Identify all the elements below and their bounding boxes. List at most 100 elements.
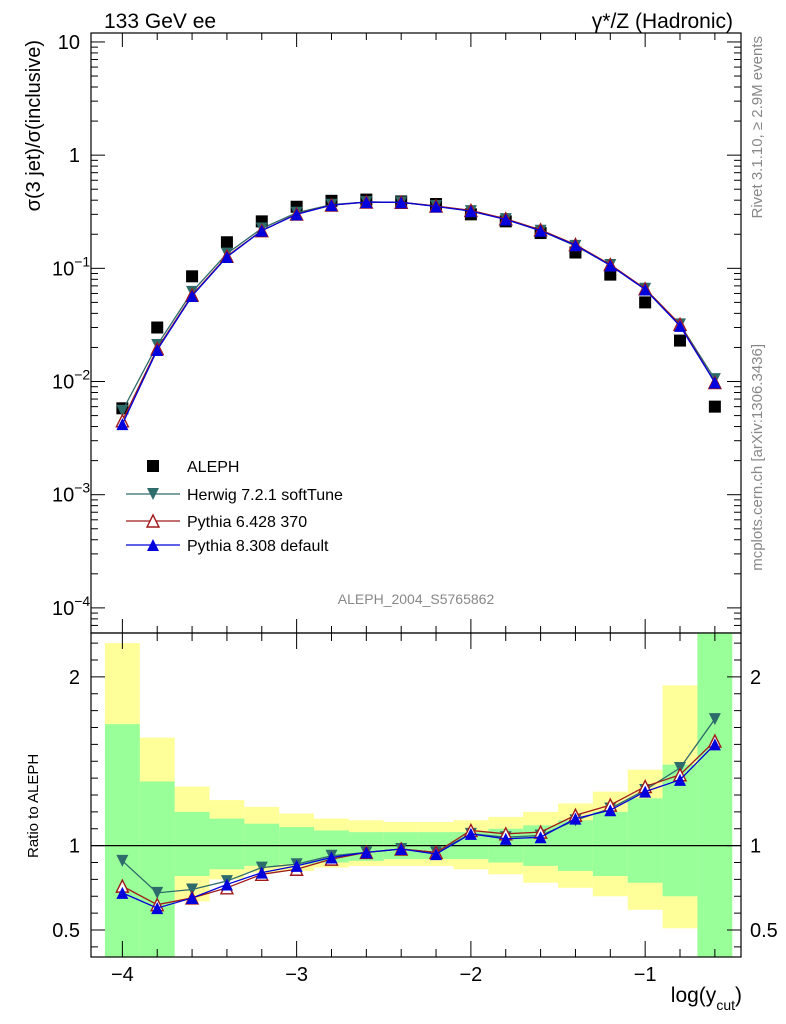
ratio-series-2 <box>116 738 721 915</box>
ratio-point <box>569 812 582 825</box>
main-panel: 10 1 10−1 10−2 10−3 10−4 <box>52 32 742 634</box>
legend-marker <box>147 488 159 500</box>
legend-entry-3: Pythia 8.308 default <box>126 538 329 555</box>
mcplots-label: mcplots.cern.ch [arXiv:1306.3436] <box>749 344 766 571</box>
data-point <box>255 224 268 237</box>
data-point <box>604 259 617 272</box>
ratio-point <box>464 827 477 840</box>
y-tick-label: 10−4 <box>52 593 90 620</box>
ratio-point <box>395 843 408 855</box>
data-point <box>151 343 164 356</box>
data-point <box>325 199 338 212</box>
legend-entry-1: Herwig 7.2.1 softTune <box>126 487 343 504</box>
band-inner <box>174 811 210 876</box>
legend-entry-0: ALEPH <box>147 459 239 476</box>
band-inner <box>244 823 280 866</box>
ratio-ylabel: Ratio to ALEPH <box>25 754 42 858</box>
ratio-point <box>639 785 652 798</box>
ratio-point <box>290 859 303 872</box>
band-inner <box>627 798 663 883</box>
data-point <box>290 208 303 221</box>
legend-entry-2: Pythia 6.428 370 <box>126 513 307 531</box>
y-tick-label: 10−1 <box>52 253 90 280</box>
data-point <box>186 289 199 302</box>
data-point <box>639 283 652 296</box>
data-point <box>360 196 373 209</box>
band-inner <box>139 781 175 957</box>
x-tick-label: −1 <box>634 964 657 986</box>
ratio-point <box>220 878 233 891</box>
data-point <box>708 376 721 389</box>
watermark: ALEPH_2004_S5765862 <box>338 591 495 607</box>
legend-label: Herwig 7.2.1 softTune <box>187 487 343 504</box>
legend-label: Pythia 8.308 default <box>187 538 329 555</box>
left-title: 133 GeV ee <box>104 10 216 33</box>
ratio-point <box>604 804 617 817</box>
ratio-point <box>499 832 512 845</box>
ratio-point <box>360 846 373 859</box>
ratio-y-tick-label: 1 <box>69 836 80 858</box>
ratio-point <box>325 851 338 864</box>
legend: ALEPH Herwig 7.2.1 softTune Pythia 6.428 3… <box>126 459 343 555</box>
right-title: γ*/Z (Hadronic) <box>592 10 733 33</box>
data-point <box>151 321 164 334</box>
data-point <box>569 239 582 252</box>
ratio-line <box>122 743 716 909</box>
ratio-point <box>708 713 721 726</box>
series-line <box>121 201 716 425</box>
data-point <box>674 334 687 347</box>
y-tick-label: 10 <box>58 32 80 54</box>
data-point <box>395 196 408 209</box>
ratio-point <box>116 854 129 867</box>
x-tick-label: −2 <box>459 964 482 986</box>
data-point <box>186 270 199 283</box>
legend-marker <box>145 513 161 528</box>
data-point <box>639 296 652 309</box>
ratio-panel: 0.5 0.5 1 1 2 2 −4 −3 −2 −1 <box>52 632 778 986</box>
legend-label: ALEPH <box>187 459 239 476</box>
data-point <box>499 213 512 226</box>
ratio-y-tick-label: 0.5 <box>52 920 80 942</box>
x-tick-label: −4 <box>111 964 134 986</box>
rivet-label: Rivet 3.1.10, ≥ 2.9M events <box>749 36 766 219</box>
data-point <box>255 215 268 228</box>
data-point <box>220 250 233 263</box>
y-tick-label: 10−2 <box>52 367 90 394</box>
main-ylabel: σ(3 jet)/σ(inclusive) <box>23 40 45 211</box>
ratio-point <box>116 886 129 899</box>
ratio-point <box>708 738 721 751</box>
ratio-point <box>151 886 164 899</box>
data-point <box>116 404 129 417</box>
y-tick-label: 10−3 <box>52 480 90 507</box>
legend-marker <box>147 460 159 472</box>
data-point <box>708 400 721 413</box>
data-point <box>430 200 443 213</box>
series-3 <box>116 196 721 431</box>
data-point <box>116 418 129 431</box>
y-tick-label: 1 <box>69 145 80 167</box>
band-inner <box>697 633 733 957</box>
ratio-y-tick-label-right: 1 <box>750 836 761 858</box>
ratio-point <box>151 902 164 915</box>
ratio-line <box>122 740 716 906</box>
data-point <box>534 224 547 237</box>
band-inner <box>662 764 698 897</box>
ratio-y-tick-label-right: 0.5 <box>750 920 778 942</box>
ratio-point <box>430 848 443 861</box>
legend-label: Pythia 6.428 370 <box>187 514 307 531</box>
data-point <box>674 319 687 332</box>
ratio-point <box>186 891 199 904</box>
ratio-y-tick-label: 2 <box>69 667 80 689</box>
band-inner <box>209 818 245 870</box>
band-inner <box>592 811 628 876</box>
ratio-point <box>186 883 199 896</box>
data-point <box>604 268 617 281</box>
data-point <box>220 236 233 249</box>
ratio-point <box>255 866 268 879</box>
ratio-point <box>674 773 687 786</box>
x-tick-label: −3 <box>285 964 308 986</box>
band-inner <box>104 724 140 957</box>
ratio-y-tick-label-right: 2 <box>750 667 761 689</box>
ratio-point <box>534 831 547 844</box>
